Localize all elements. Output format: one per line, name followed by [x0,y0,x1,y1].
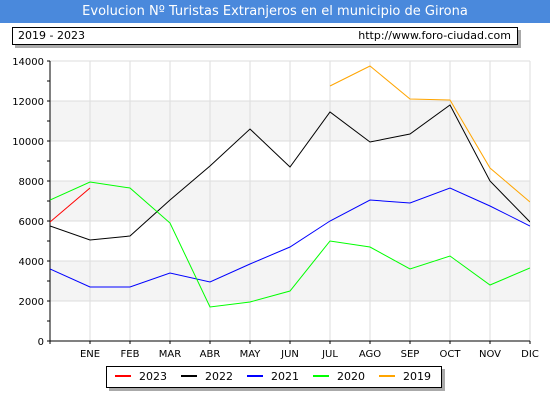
legend-swatch [379,375,395,377]
y-tick-label: 8000 [19,177,44,188]
legend-swatch [247,375,263,377]
legend: 2023 2022 2021 2020 2019 [106,366,442,388]
legend-swatch [181,375,197,377]
y-tick-label: 2000 [19,297,44,308]
series-line-2022 [50,104,530,241]
y-tick-label: 6000 [19,217,44,228]
period-label: 2019 - 2023 [18,29,85,42]
x-tick-label: MAR [159,349,181,360]
x-tick-label: NOV [479,349,501,360]
series-lines [50,65,530,308]
legend-label: 2021 [271,370,299,383]
legend-item-2020: 2020 [313,367,365,387]
y-tick-label: 0 [38,337,44,348]
x-tick-label: OCT [440,349,462,360]
y-tick-label: 14000 [12,57,44,68]
series-line-2019 [329,65,530,203]
legend-label: 2019 [403,370,431,383]
x-tick-label: JUL [321,349,338,360]
legend-label: 2020 [337,370,365,383]
legend-item-2021: 2021 [247,367,299,387]
x-tick-label: DIC [521,349,539,360]
grid-lines [50,60,531,342]
series-line-2021 [50,187,530,288]
series-line-2020 [50,181,530,308]
legend-swatch [115,375,131,377]
x-tick-label: ENE [80,349,100,360]
y-tick-label: 10000 [12,137,44,148]
legend-label: 2023 [139,370,167,383]
x-tick-label: FEB [121,349,140,360]
source-url[interactable]: http://www.foro-ciudad.com [358,29,511,42]
y-tick-labels: 0 2000 4000 6000 8000 10000 12000 14000 [12,57,44,348]
axes [47,60,531,344]
x-tick-label: MAY [240,349,262,360]
y-tick-label: 4000 [19,257,44,268]
legend-swatch [313,375,329,377]
series-line-2023 [50,187,91,223]
legend-item-2019: 2019 [379,367,431,387]
legend-item-2022: 2022 [181,367,233,387]
subtitle-bar: 2019 - 2023 http://www.foro-ciudad.com [12,27,518,45]
legend-item-2023: 2023 [115,367,167,387]
x-tick-label: AGO [359,349,381,360]
x-tick-labels: ENE FEB MAR ABR MAY JUN JUL AGO SEP OCT NOV DIC [80,349,539,360]
chart-title: Evolucion Nº Turistas Extranjeros en el … [0,0,550,23]
x-tick-label: ABR [200,349,221,360]
legend-label: 2022 [205,370,233,383]
x-tick-label: SEP [401,349,420,360]
x-tick-label: JUN [280,349,299,360]
y-tick-label: 12000 [12,97,44,108]
